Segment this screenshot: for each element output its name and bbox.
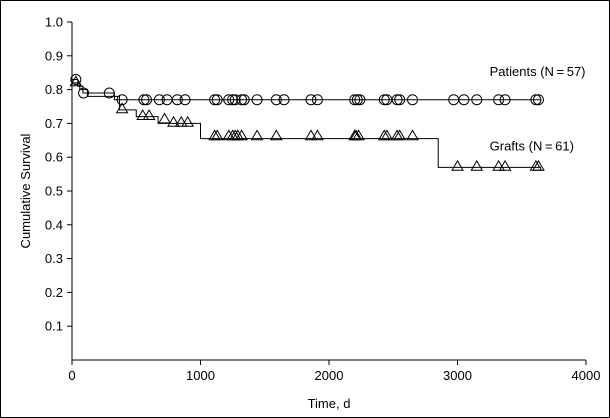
grafts-censor-marker [269, 129, 283, 141]
y-tick-label: 0.3 [45, 251, 63, 266]
grafts-censor-marker [498, 159, 512, 171]
patients-censor-marker [251, 94, 263, 106]
y-tick-label: 0.2 [45, 285, 63, 300]
patients-censor-marker [141, 94, 153, 106]
grafts-censor-marker [451, 159, 464, 171]
x-tick-label: 3000 [443, 368, 472, 383]
x-tick-label: 2000 [315, 368, 344, 383]
grafts-censor-marker [115, 102, 129, 114]
grafts-censor-marker [352, 129, 365, 141]
x-tick-label: 0 [68, 368, 75, 383]
patients-censor-marker [209, 94, 221, 106]
patients-censor-marker [458, 94, 470, 106]
grafts-censor-marker [311, 129, 324, 141]
annotations-group: Patients (N = 57) Grafts (N = 61) [490, 64, 586, 153]
y-tick-label: 0.6 [45, 150, 63, 165]
y-tick-label: 0.1 [45, 319, 63, 334]
patients-censor-marker [223, 94, 235, 106]
x-tick-label: 1000 [186, 368, 215, 383]
series-annotation-0: Patients (N = 57) [490, 64, 586, 79]
grafts-censor-marker [142, 109, 156, 120]
patients-censor-marker [394, 94, 406, 106]
y-tick-label: 0.9 [45, 48, 63, 63]
patients-censor-marker [354, 94, 366, 106]
grafts-censor-marker [174, 115, 188, 127]
patients-censor-marker [103, 87, 115, 99]
patients-censor-marker [499, 94, 511, 106]
y-tick-label: 0.8 [45, 82, 63, 97]
grafts-censor-marker [167, 115, 180, 127]
patients-censor-marker [138, 94, 150, 106]
patients-censor-marker [179, 94, 191, 106]
series-lines-group [72, 78, 542, 168]
series-line-1 [72, 82, 542, 168]
y-tick-label: 0.4 [45, 217, 63, 232]
patients-censor-marker [378, 94, 390, 106]
x-axis-label: Time, d [308, 396, 351, 411]
grafts-censor-marker [69, 75, 83, 87]
y-tick-label: 1.0 [45, 15, 63, 30]
patients-censor-marker [471, 94, 483, 106]
grafts-censor-marker [470, 159, 484, 171]
patients-censor-marker [270, 94, 282, 106]
grafts-censor-marker [406, 129, 419, 141]
patients-censor-marker [311, 94, 323, 106]
grafts-censor-marker [181, 115, 195, 127]
patients-censor-marker [349, 94, 361, 106]
y-tick-label: 0.5 [45, 184, 63, 199]
patients-censor-marker [278, 94, 290, 106]
y-axis-label: Cumulative Survival [18, 133, 33, 248]
grafts-censor-marker [492, 159, 505, 171]
grafts-censor-marker [158, 112, 171, 124]
patients-censor-marker [532, 94, 544, 106]
patients-censor-marker [171, 94, 183, 106]
y-tick-label: 0.7 [45, 116, 63, 131]
patients-censor-marker [227, 94, 239, 106]
grafts-censor-marker [136, 109, 150, 120]
grafts-censor-marker [532, 159, 545, 171]
patients-censor-marker [229, 94, 241, 106]
grafts-censor-marker [304, 129, 318, 141]
patients-censor-marker [211, 94, 223, 106]
grafts-censor-marker [210, 129, 224, 141]
patients-censor-marker [351, 94, 363, 106]
grafts-censor-marker [380, 129, 394, 141]
patients-censor-marker [116, 94, 128, 106]
patients-censor-marker [407, 94, 419, 106]
axes-group: 0 1000 2000 3000 4000 0.1 0.2 0.3 0.4 0.5 0.6 0.7 0.… [45, 15, 601, 384]
grafts-censor-marker [250, 129, 264, 141]
patients-censor-marker [236, 94, 248, 106]
grafts-censor-marker [235, 129, 248, 141]
patients-censor-marker [78, 87, 90, 99]
series-annotation-1: Grafts (N = 61) [490, 138, 574, 153]
patients-censor-marker [305, 94, 317, 106]
x-tick-label: 4000 [572, 368, 601, 383]
patients-censor-marker [391, 94, 403, 106]
patients-censor-marker [530, 94, 542, 106]
markers-group [69, 73, 545, 171]
patients-censor-marker [153, 94, 165, 106]
grafts-censor-marker [393, 129, 407, 141]
patients-censor-marker [238, 94, 250, 106]
patients-censor-marker [70, 73, 82, 85]
patients-censor-marker [493, 94, 505, 106]
